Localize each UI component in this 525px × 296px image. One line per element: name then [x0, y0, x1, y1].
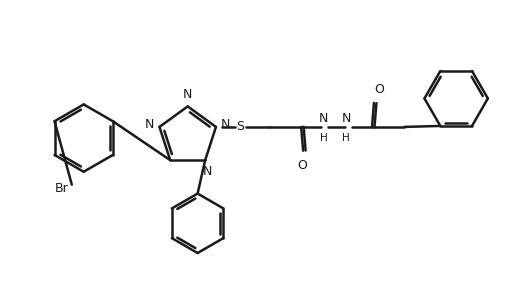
- Text: N: N: [318, 112, 328, 125]
- Text: N: N: [203, 165, 212, 178]
- Text: N: N: [221, 118, 230, 131]
- Text: S: S: [236, 120, 244, 133]
- Text: O: O: [297, 159, 307, 172]
- Text: Br: Br: [55, 182, 69, 195]
- Text: N: N: [342, 112, 351, 125]
- Text: H: H: [320, 133, 328, 143]
- Text: N: N: [183, 89, 192, 102]
- Text: O: O: [374, 83, 384, 96]
- Text: H: H: [342, 133, 350, 143]
- Text: N: N: [145, 118, 154, 131]
